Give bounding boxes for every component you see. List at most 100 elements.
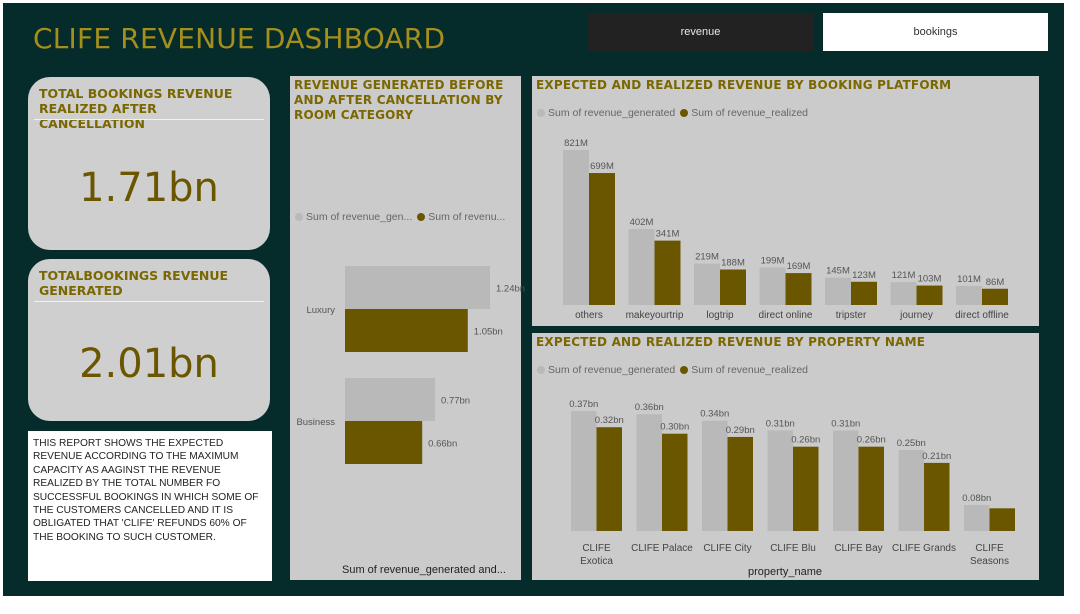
x-axis-title: Sum of revenue_generated and... [342,564,506,576]
data-label: 341M [656,229,680,240]
data-label: 0.30bn [660,422,689,433]
category-label: CLIFE [582,543,611,554]
data-label: 1.24bn [496,284,525,295]
data-label: 821M [564,138,588,149]
bar-generated [345,378,436,421]
bar-realized [785,273,812,305]
kpi-divider [34,301,264,302]
category-label: CLIFE Bay [834,543,882,554]
category-label: Luxury [306,305,335,316]
category-label: CLIFE Grands [892,543,956,554]
bar-generated [759,267,786,305]
category-label: journey [899,310,933,321]
data-label: 145M [826,266,850,277]
kpi-card-realized: TOTAL BOOKINGS REVENUE REALIZED AFTER CA… [28,77,270,250]
property-chart-panel: EXPECTED AND REALIZED REVENUE BY PROPERT… [532,333,1039,580]
category-label: CLIFE Palace [631,543,693,554]
bar-realized [989,508,1015,531]
bar-generated [563,150,589,305]
legend-label-generated: Sum of revenue_generated [548,364,676,376]
room-category-bar-chart: Luxury 1.24bn 1.05bn Business 0.77bn 0.66bn [296,266,525,464]
chart-legend: Sum of revenue_generated Sum of revenue_… [537,107,813,119]
bar-realized [727,436,753,531]
category-label: logtrip [706,310,734,321]
chart-legend: Sum of revenue_gen... Sum of revenu... [295,211,510,223]
data-label: 0.31bn [831,418,860,429]
kpi-card-generated: TOTALBOOKINGS REVENUE GENERATED 2.01bn [28,259,270,421]
data-label: 219M [695,252,719,263]
data-label: 402M [630,217,654,228]
data-label: 199M [761,255,785,266]
data-label: 0.31bn [766,418,795,429]
bar-generated [702,420,728,531]
bar-realized [596,427,622,531]
chart-title: REVENUE GENERATED BEFORE AND AFTER CANCE… [294,78,504,122]
data-label: 0.66bn [428,439,457,450]
data-label: 0.25bn [897,438,926,449]
legend-item-realized: Sum of revenue_realized [680,107,808,119]
legend-dot-generated [537,366,545,374]
bar-generated [964,505,990,531]
legend-label-generated: Sum of revenue_generated [548,107,676,119]
bar-generated [345,266,490,309]
bar-realized [589,173,615,305]
bar-realized [851,281,877,305]
legend-item-realized: Sum of revenu... [417,211,505,223]
data-label: 0.26bn [791,435,820,446]
bar-generated [571,411,597,531]
dashboard: CLIFE REVENUE DASHBOARD revenue bookings… [3,3,1064,596]
room-category-chart-panel: REVENUE GENERATED BEFORE AND AFTER CANCE… [290,76,525,580]
data-label: 86M [986,277,1005,288]
bar-realized [924,462,950,531]
legend-dot-realized [680,109,689,117]
bar-generated [833,430,859,531]
kpi-divider [34,119,264,120]
legend-item-generated: Sum of revenue_generated [537,364,675,376]
legend-dot-generated [295,213,303,221]
bar-generated [767,430,793,531]
category-label: makeyourtrip [626,310,684,321]
data-label: 188M [721,258,745,269]
x-axis-title: property_name [748,566,822,578]
property-bar-chart: 0.37bn 0.32bn CLIFE Exotica 0.36bn 0.30bn CLIF… [569,399,1015,567]
bar-realized [916,285,943,305]
data-label: 123M [852,270,876,281]
category-label: Exotica [580,556,613,567]
tab-revenue[interactable]: revenue [588,13,813,51]
category-label: Seasons [970,556,1009,567]
booking-platform-chart-panel: EXPECTED AND REALIZED REVENUE BY BOOKING… [532,76,1039,326]
legend-dot-realized [417,213,426,221]
report-description: THIS REPORT SHOWS THE EXPECTED REVENUE A… [28,431,272,581]
data-label: 0.32bn [595,415,624,426]
data-label: 0.21bn [922,451,951,462]
kpi-label-realized: TOTAL BOOKINGS REVENUE REALIZED AFTER CA… [39,86,233,131]
tab-bookings[interactable]: bookings [823,13,1048,51]
bar-realized [982,288,1008,305]
data-label: 169M [787,261,811,272]
data-label: 0.26bn [857,435,886,446]
data-label: 121M [892,270,916,281]
data-label: 0.36bn [635,402,664,413]
data-label: 0.29bn [726,425,755,436]
bar-generated [694,263,720,305]
bar-realized [720,269,746,305]
bar-generated [825,277,851,305]
legend-item-realized: Sum of revenue_realized [680,364,808,376]
bar-realized [345,309,468,352]
legend-label-generated: Sum of revenue_gen... [306,211,413,223]
bar-generated [628,229,655,305]
category-label: CLIFE City [703,543,751,554]
category-label: tripster [836,310,867,321]
legend-item-generated: Sum of revenue_gen... [295,211,412,223]
data-label: 1.05bn [474,327,503,338]
data-label: 0.08bn [962,493,991,504]
kpi-value-generated: 2.01bn [79,341,219,387]
legend-label-realized: Sum of revenue_realized [691,107,809,119]
bar-generated [890,282,917,305]
chart-legend: Sum of revenue_generated Sum of revenue_… [537,364,813,376]
legend-item-generated: Sum of revenue_generated [537,107,675,119]
category-label: direct online [759,310,813,321]
category-label: CLIFE [975,543,1004,554]
legend-label-realized: Sum of revenue_realized [691,364,809,376]
bar-realized [793,446,819,531]
